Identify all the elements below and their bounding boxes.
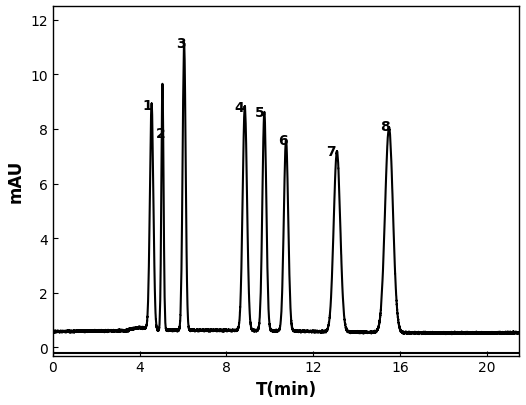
Text: 5: 5 — [255, 106, 265, 120]
Text: 2: 2 — [155, 126, 165, 141]
X-axis label: T(min): T(min) — [256, 380, 317, 398]
Text: 1: 1 — [143, 99, 152, 113]
Text: 6: 6 — [278, 133, 288, 147]
Text: 7: 7 — [326, 144, 335, 158]
Text: 4: 4 — [235, 100, 244, 115]
Y-axis label: mAU: mAU — [7, 160, 25, 203]
Text: 8: 8 — [380, 120, 390, 134]
Text: 3: 3 — [176, 36, 186, 51]
